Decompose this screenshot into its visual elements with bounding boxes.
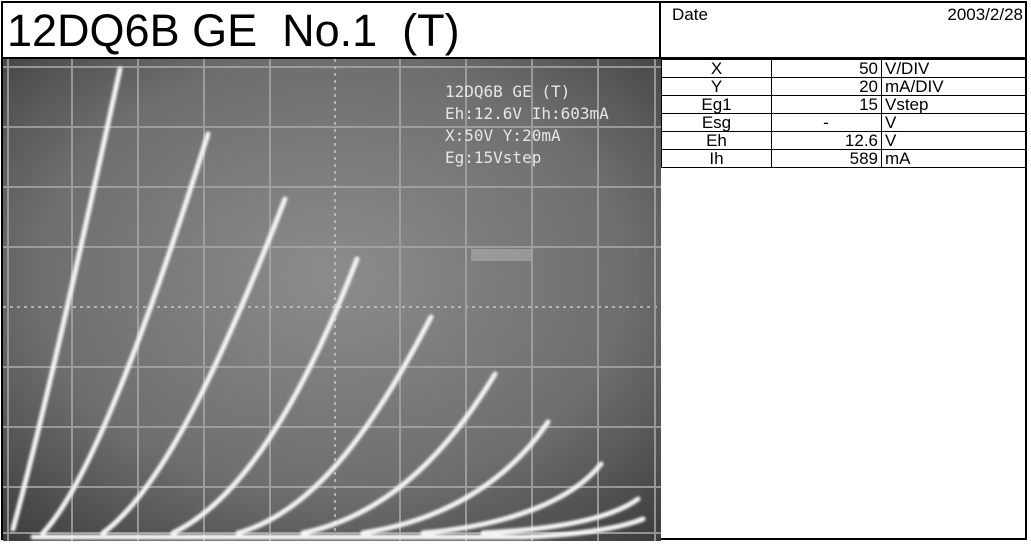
param-value: 20 (772, 78, 882, 96)
param-row-x: X 50 V/DIV (662, 60, 1028, 78)
date-label: Date (672, 5, 708, 25)
param-row-y: Y 20 mA/DIV (662, 78, 1028, 96)
title-box: 12DQ6B GE No.1 (T) (3, 3, 661, 59)
overlay-line-1: 12DQ6B GE (T) (445, 82, 570, 101)
date-row: Date 2003/2/28 (661, 3, 1027, 59)
param-value: 589 (772, 150, 882, 168)
param-key: X (662, 60, 772, 78)
param-unit: V/DIV (882, 60, 1028, 78)
param-key: Ih (662, 150, 772, 168)
param-unit: mA/DIV (882, 78, 1028, 96)
param-key: Eg1 (662, 96, 772, 114)
screen-reflection (471, 249, 531, 261)
overlay-line-3: X:50V Y:20mA (445, 126, 561, 145)
param-row-ih: Ih 589 mA (662, 150, 1028, 168)
blank-notes-area (661, 219, 1027, 541)
overlay-line-4: Eg:15Vstep (445, 148, 541, 167)
param-unit: V (882, 132, 1028, 150)
param-row-eg1: Eg1 15 Vstep (662, 96, 1028, 114)
oscilloscope-screen: 12DQ6B GE (T) Eh:12.6V Ih:603mA X:50V Y:… (3, 59, 661, 541)
param-unit: V (882, 114, 1028, 132)
date-value: 2003/2/28 (947, 5, 1023, 25)
param-key: Esg (662, 114, 772, 132)
param-key: Eh (662, 132, 772, 150)
overlay-line-2: Eh:12.6V Ih:603mA (445, 104, 609, 123)
param-unit: mA (882, 150, 1028, 168)
param-value: 50 (772, 60, 882, 78)
param-value: - (772, 114, 882, 132)
param-value: 15 (772, 96, 882, 114)
param-unit: Vstep (882, 96, 1028, 114)
param-row-eh: Eh 12.6 V (662, 132, 1028, 150)
page-title: 12DQ6B GE No.1 (T) (7, 7, 460, 55)
oscilloscope-photo: 12DQ6B GE (T) Eh:12.6V Ih:603mA X:50V Y:… (3, 59, 661, 541)
parameter-table: X 50 V/DIV Y 20 mA/DIV Eg1 15 Vstep Esg … (661, 59, 1027, 168)
param-row-esg: Esg - V (662, 114, 1028, 132)
param-key: Y (662, 78, 772, 96)
param-value: 12.6 (772, 132, 882, 150)
